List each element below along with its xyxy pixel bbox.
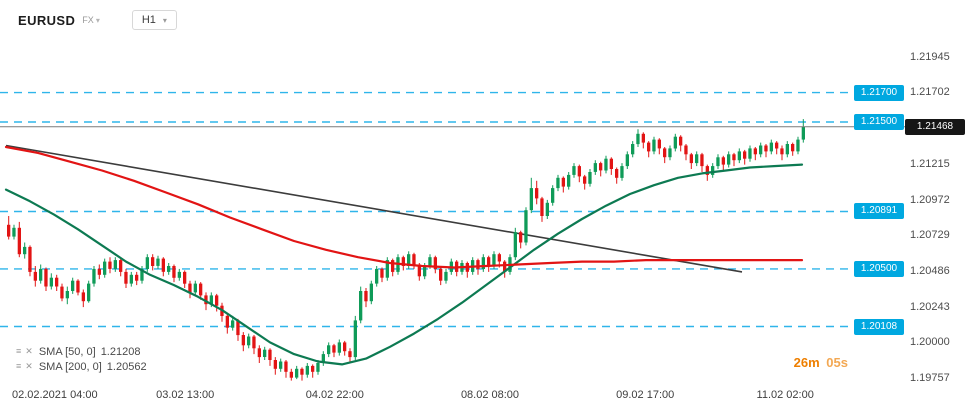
price-level-badge: 1.21700 xyxy=(854,84,904,101)
chevron-down-icon: ▾ xyxy=(95,15,100,25)
price-level-badge: 1.21500 xyxy=(854,113,904,130)
countdown-seconds: 05s xyxy=(826,355,848,370)
symbol-label[interactable]: EURUSD xyxy=(18,12,76,28)
current-price-badge: 1.21468 xyxy=(905,118,965,135)
y-axis-label: 1.20729 xyxy=(910,229,950,242)
y-axis-label: 1.20000 xyxy=(910,336,950,349)
sma50-legend-row: ≡ ✕ SMA [50, 0] 1.21208 xyxy=(16,344,147,359)
indicator-label: SMA [200, 0] xyxy=(38,360,102,373)
market-type-label: FX xyxy=(82,15,94,25)
timeframe-dropdown[interactable]: H1 ▾ xyxy=(131,10,177,30)
y-axis-label: 1.20486 xyxy=(910,264,950,277)
candle-countdown: 26m 05s xyxy=(794,355,848,370)
candles[interactable] xyxy=(7,119,805,381)
sma200-line[interactable] xyxy=(4,145,804,269)
y-axis-label: 1.21945 xyxy=(910,50,950,63)
chart-header: EURUSD FX ▾ H1 ▾ xyxy=(18,10,177,30)
price-level-badge: 1.20500 xyxy=(854,260,904,277)
y-axis-label: 1.19757 xyxy=(910,372,950,385)
y-axis-label: 1.21702 xyxy=(910,86,950,99)
countdown-minutes: 26m xyxy=(793,355,820,370)
indicator-settings-icon[interactable]: ≡ xyxy=(16,346,22,356)
indicator-settings-icon[interactable]: ≡ xyxy=(16,361,22,371)
indicator-remove-icon[interactable]: ✕ xyxy=(25,361,33,371)
price-level-lines[interactable] xyxy=(0,91,852,328)
x-axis-label: 02.02.2021 04:00 xyxy=(11,389,98,401)
price-axis[interactable]: 1.21945 1.21702 1.21468 1.21215 1.20972 1.207… xyxy=(908,0,970,411)
sma200-legend-row: ≡ ✕ SMA [200, 0] 1.20562 xyxy=(16,359,147,374)
time-axis[interactable]: 02.02.2021 04:00 03.02 13:00 04.02 22:00 08… xyxy=(0,388,906,406)
price-chart-canvas[interactable] xyxy=(0,0,906,411)
sma50-line[interactable] xyxy=(4,163,804,366)
y-axis-label: 1.20243 xyxy=(910,300,950,313)
price-level-badge: 1.20891 xyxy=(854,203,904,220)
indicator-legend: ≡ ✕ SMA [50, 0] 1.21208 ≡ ✕ SMA [200, 0]… xyxy=(16,344,147,374)
chevron-down-icon: ▾ xyxy=(162,15,167,25)
y-axis-label: 1.20972 xyxy=(910,193,950,206)
indicator-remove-icon[interactable]: ✕ xyxy=(25,346,33,356)
trendline[interactable] xyxy=(5,144,743,273)
indicator-value: 1.20562 xyxy=(106,360,147,373)
market-type-selector[interactable]: FX ▾ xyxy=(82,15,100,25)
timeframe-label: H1 xyxy=(141,14,156,26)
x-axis-label: 08.02 08:00 xyxy=(460,389,520,401)
y-axis-label: 1.21215 xyxy=(910,157,950,170)
x-axis-label: 03.02 13:00 xyxy=(156,389,215,401)
indicator-value: 1.21208 xyxy=(100,345,141,358)
x-axis-label: 09.02 17:00 xyxy=(616,389,675,401)
x-axis-label: 04.02 22:00 xyxy=(305,389,364,401)
price-level-badge: 1.20108 xyxy=(854,318,904,335)
indicator-label: SMA [50, 0] xyxy=(38,345,96,358)
x-axis-label: 11.02 02:00 xyxy=(756,389,814,401)
